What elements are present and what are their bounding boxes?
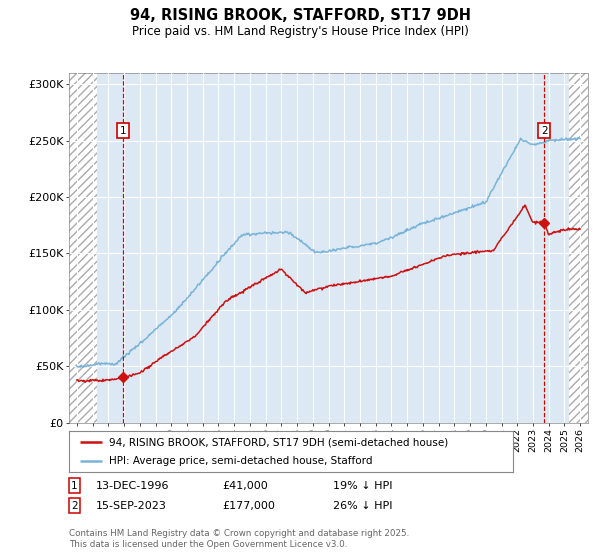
- Text: Contains HM Land Registry data © Crown copyright and database right 2025.
This d: Contains HM Land Registry data © Crown c…: [69, 529, 409, 549]
- Bar: [69, 73, 97, 423]
- Text: 94, RISING BROOK, STAFFORD, ST17 9DH: 94, RISING BROOK, STAFFORD, ST17 9DH: [130, 8, 470, 24]
- Text: 15-SEP-2023: 15-SEP-2023: [96, 501, 167, 511]
- Text: 2: 2: [541, 125, 547, 136]
- Text: Price paid vs. HM Land Registry's House Price Index (HPI): Price paid vs. HM Land Registry's House …: [131, 25, 469, 38]
- Text: 26% ↓ HPI: 26% ↓ HPI: [333, 501, 392, 511]
- Text: 1: 1: [120, 125, 127, 136]
- Text: £177,000: £177,000: [222, 501, 275, 511]
- Text: HPI: Average price, semi-detached house, Stafford: HPI: Average price, semi-detached house,…: [109, 456, 373, 465]
- Text: 2: 2: [71, 501, 77, 511]
- Bar: [569, 73, 588, 423]
- Text: £41,000: £41,000: [222, 480, 268, 491]
- Text: 19% ↓ HPI: 19% ↓ HPI: [333, 480, 392, 491]
- Text: 1: 1: [71, 480, 77, 491]
- Text: 13-DEC-1996: 13-DEC-1996: [96, 480, 170, 491]
- Text: 94, RISING BROOK, STAFFORD, ST17 9DH (semi-detached house): 94, RISING BROOK, STAFFORD, ST17 9DH (se…: [109, 437, 448, 447]
